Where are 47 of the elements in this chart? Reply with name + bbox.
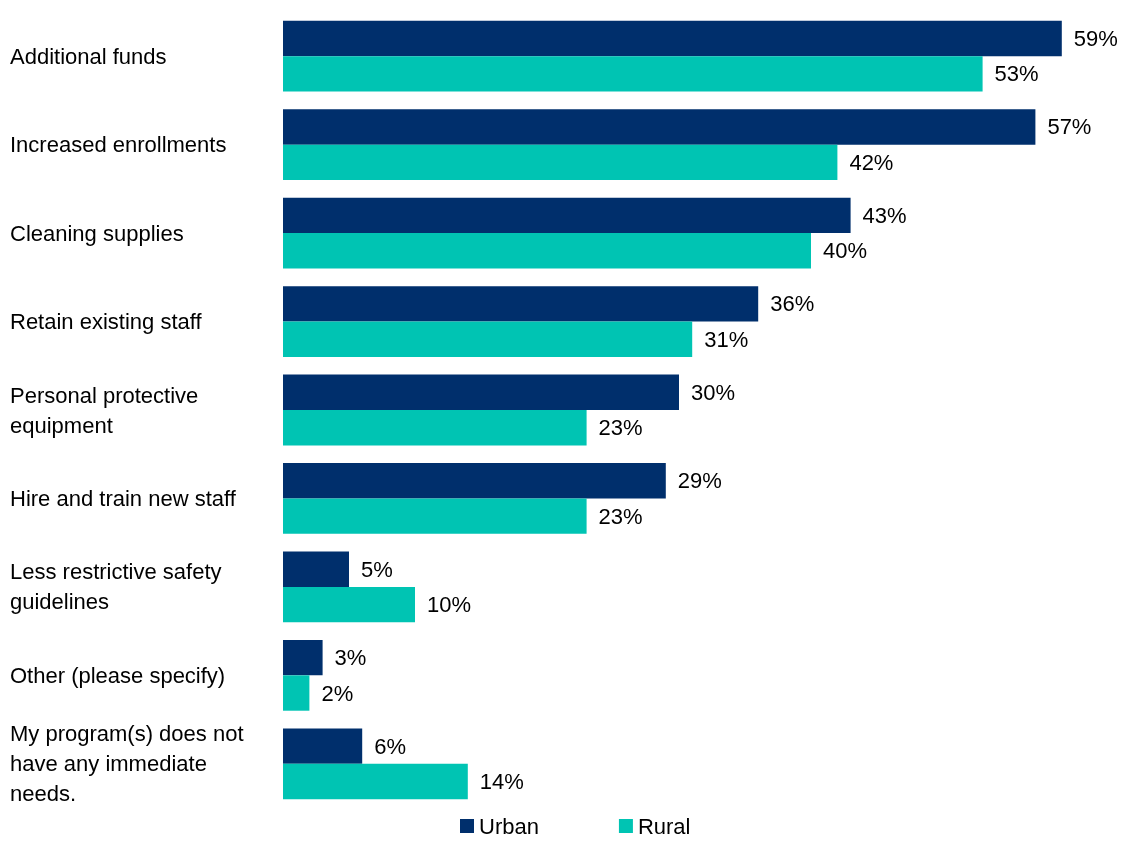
data-label: 23% [598, 415, 643, 441]
bar [283, 109, 1036, 145]
data-label: 59% [1073, 26, 1118, 52]
bar [283, 410, 587, 446]
data-label: 6% [374, 733, 406, 759]
bar [283, 728, 363, 764]
data-label: 23% [598, 503, 643, 529]
data-label: 10% [427, 592, 472, 618]
data-label: 14% [479, 768, 524, 794]
data-label: 29% [677, 468, 722, 494]
data-label: 36% [770, 291, 815, 317]
y-tick-label: Increased enrollments [10, 132, 227, 158]
data-label: 42% [849, 149, 894, 175]
bar [283, 498, 587, 534]
bar [283, 551, 349, 587]
y-tick-label: Hire and train new staff [10, 485, 237, 511]
data-label: 57% [1047, 114, 1092, 140]
legend-label: Urban [479, 813, 539, 839]
data-label: 5% [361, 556, 393, 582]
bar [283, 233, 811, 269]
data-label: 43% [862, 202, 907, 228]
bar [283, 586, 415, 623]
y-tick-label: Personal protective equipment [10, 382, 205, 438]
data-label: 53% [994, 61, 1039, 87]
data-label: 30% [691, 379, 736, 405]
bar [283, 20, 1062, 57]
bar [283, 197, 851, 234]
y-tick-label: Retain existing staff [10, 309, 203, 335]
y-tick-label: Less restrictive safety guidelines [10, 559, 228, 615]
data-label: 3% [334, 645, 367, 671]
data-label: 40% [823, 238, 868, 264]
bar [283, 763, 468, 800]
bar [283, 144, 838, 181]
y-tick-label: Cleaning supplies [10, 220, 184, 246]
bar [283, 286, 759, 322]
bar [283, 321, 693, 357]
bar [283, 463, 666, 499]
y-tick-label: Additional funds [10, 43, 167, 69]
y-tick-label: My program(s) does not have any immediate needs. [10, 721, 250, 807]
data-label: 2% [321, 680, 354, 706]
legend-label: Rural [637, 813, 691, 839]
bar [283, 639, 323, 676]
y-tick-label: Other (please specify) [10, 662, 226, 688]
data-label: 31% [704, 326, 749, 352]
bar [283, 56, 983, 92]
bar [283, 374, 679, 410]
bar [283, 675, 310, 711]
